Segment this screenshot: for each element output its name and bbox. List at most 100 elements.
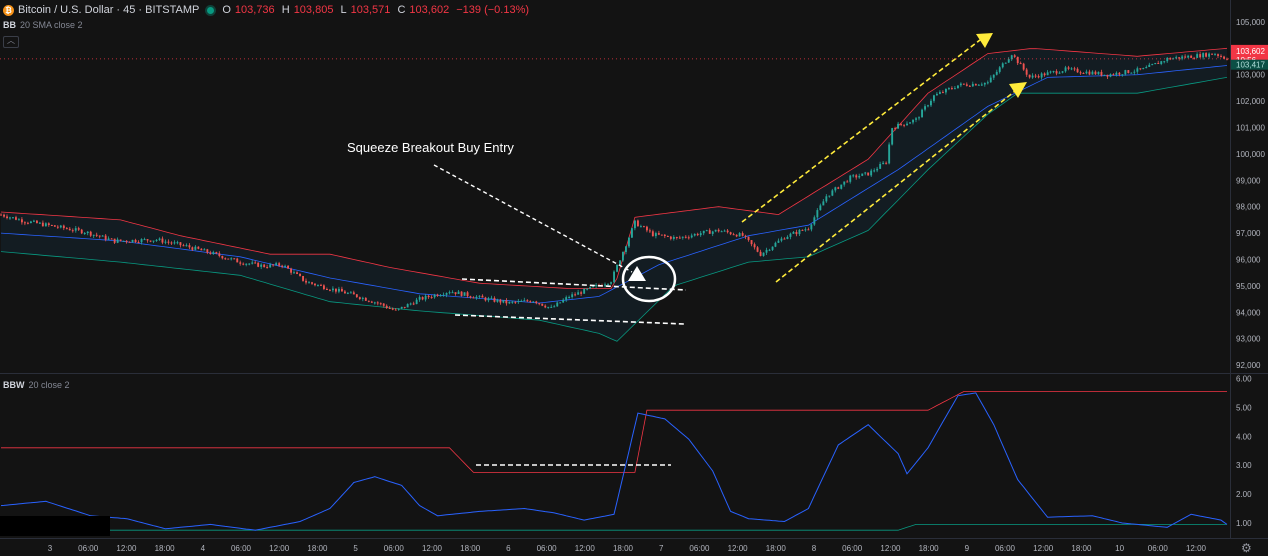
price-tick-label: 97,000	[1236, 229, 1261, 238]
candle-body	[484, 297, 487, 301]
bbw-indicator-legend[interactable]: BBW 20 close 2	[3, 380, 70, 390]
bbw-tick-label: 3.00	[1236, 461, 1252, 470]
candle-body	[628, 237, 630, 247]
upper-trend-arrowhead-icon	[976, 33, 993, 48]
time-tick-label: 12:00	[1033, 544, 1054, 553]
candle-body	[622, 252, 624, 261]
time-tick-label: 12:00	[116, 544, 137, 553]
candle-body	[263, 264, 266, 267]
candle-body	[430, 297, 433, 299]
candle-body	[613, 271, 615, 283]
candle-body	[266, 267, 269, 268]
candle-body	[1106, 74, 1109, 77]
candle-body	[900, 123, 902, 125]
candle-body	[251, 262, 254, 264]
time-tick-label: 12:00	[1186, 544, 1207, 553]
candle-body	[954, 88, 956, 90]
candle-body	[906, 123, 908, 126]
bb-lower-band	[0, 77, 1228, 342]
gear-icon[interactable]: ⚙	[1241, 541, 1252, 555]
candle-body	[433, 294, 436, 298]
candle-body	[675, 237, 678, 238]
candle-body	[837, 187, 840, 189]
candle-body	[415, 299, 418, 305]
candle-body	[496, 299, 499, 302]
candle-body	[212, 252, 215, 254]
candle-body	[242, 263, 245, 265]
candle-body	[936, 93, 938, 96]
candle-body	[122, 240, 125, 242]
buy-arrow-icon	[628, 266, 646, 281]
candle-body	[873, 170, 876, 172]
candle-body	[119, 239, 122, 241]
candle-body	[155, 239, 158, 241]
candle-body	[3, 214, 5, 217]
chevron-up-icon[interactable]: ︿	[3, 36, 19, 48]
candle-body	[568, 297, 571, 298]
candle-body	[992, 74, 995, 78]
candle-body	[771, 246, 774, 250]
candle-body	[1154, 63, 1157, 65]
price-tick-label: 103,000	[1236, 71, 1265, 80]
candle-body	[657, 233, 660, 235]
candle-body	[643, 226, 645, 228]
candle-body	[209, 252, 212, 254]
candle-body	[526, 300, 529, 302]
time-tick-label: 18:00	[766, 544, 787, 553]
candle-body	[373, 302, 376, 304]
candle-body	[849, 175, 852, 182]
candle-body	[1124, 70, 1127, 75]
candle-body	[1061, 71, 1064, 73]
candle-body	[188, 245, 191, 248]
bbw-lowest-contraction-line	[1, 524, 1227, 531]
candle-body	[305, 280, 307, 283]
time-tick-label: 4	[201, 544, 206, 553]
candle-body	[1190, 55, 1193, 58]
candle-body	[83, 233, 86, 234]
candle-body	[409, 303, 412, 305]
candle-body	[308, 282, 310, 284]
candle-body	[989, 77, 992, 83]
candle-body	[272, 264, 275, 266]
candle-body	[92, 234, 95, 236]
candle-body	[864, 172, 867, 174]
candle-body	[62, 225, 65, 229]
time-tick-label: 9	[965, 544, 970, 553]
candle-body	[1169, 58, 1172, 60]
breakout-circle	[621, 255, 677, 303]
candle-body	[149, 240, 152, 242]
candle-body	[741, 233, 744, 236]
candle-body	[732, 234, 735, 236]
candle-body	[1211, 53, 1213, 55]
bbw-line	[0, 392, 1228, 531]
candle-body	[915, 118, 917, 120]
candle-body	[406, 304, 409, 308]
candle-body	[110, 238, 113, 240]
candle-body	[317, 284, 319, 286]
candle-body	[481, 295, 484, 298]
price-tick-label: 98,000	[1236, 203, 1261, 212]
candle-body	[867, 172, 870, 176]
lower-trend-dashed-line	[775, 90, 1016, 283]
candle-body	[349, 292, 352, 294]
candle-body	[852, 175, 855, 177]
candle-body	[1040, 73, 1043, 78]
candle-body	[326, 289, 328, 290]
candle-body	[203, 249, 206, 251]
candle-body	[684, 236, 687, 238]
candle-body	[1181, 56, 1184, 59]
bb-indicator-legend[interactable]: BB 20 SMA close 2	[3, 20, 83, 30]
candle-body	[1049, 71, 1052, 73]
candle-body	[672, 237, 675, 239]
time-tick-label: 18:00	[919, 544, 940, 553]
symbol-title[interactable]: Bitcoin / U.S. Dollar · 45 · BITSTAMP	[18, 4, 200, 16]
candle-body	[646, 226, 648, 231]
candle-body	[571, 294, 574, 298]
candle-body	[604, 284, 606, 286]
candle-body	[965, 84, 968, 86]
candle-body	[454, 292, 457, 294]
candle-body	[1145, 67, 1148, 69]
candle-body	[690, 235, 693, 238]
candle-body	[367, 300, 370, 302]
